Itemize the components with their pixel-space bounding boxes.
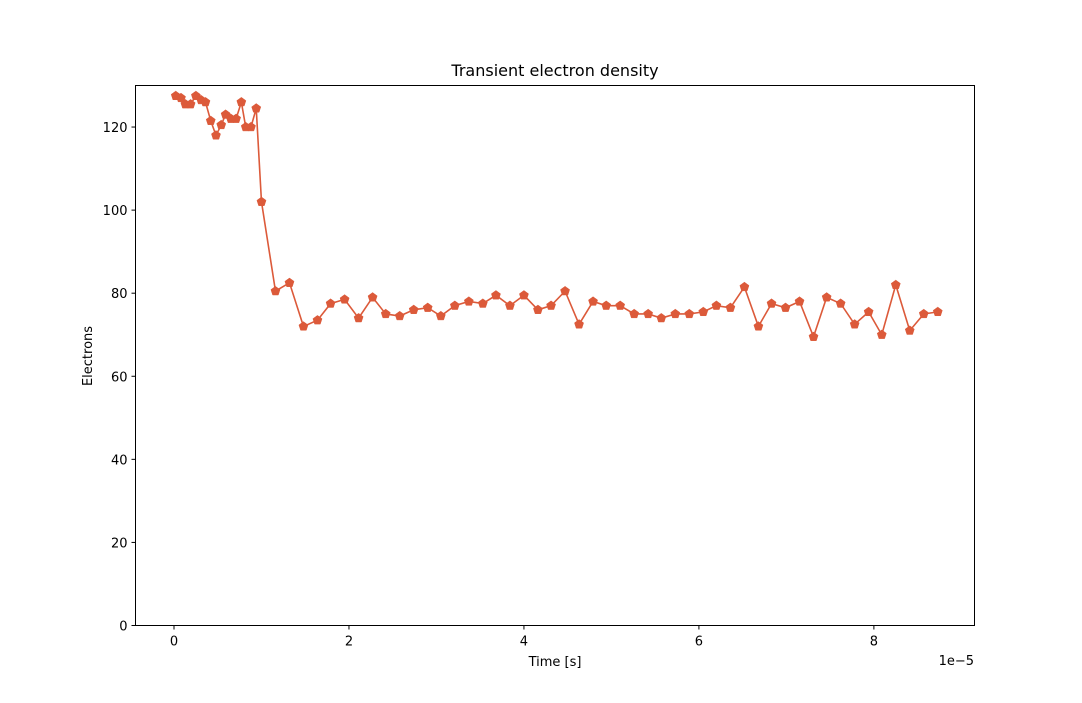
data-point <box>284 277 295 287</box>
data-point <box>449 300 460 310</box>
y-tick-label: 0 <box>119 620 127 635</box>
x-tick-label: 6 <box>695 635 703 650</box>
data-point <box>876 329 887 339</box>
data-point <box>698 306 709 317</box>
data-point <box>656 313 667 323</box>
y-tick-label: 20 <box>111 536 128 551</box>
data-point <box>491 290 501 300</box>
data-point <box>463 296 474 306</box>
x-axis-label: Time [s] <box>528 655 582 670</box>
x-tick-label: 2 <box>345 635 353 650</box>
data-point <box>711 300 722 310</box>
plot-area <box>170 90 943 341</box>
data-point <box>932 306 943 317</box>
data-point <box>904 325 915 335</box>
y-axis-label: Electrons <box>81 326 96 386</box>
data-point <box>629 308 640 319</box>
data-point <box>205 115 216 125</box>
data-point <box>505 300 515 310</box>
data-point <box>533 304 543 314</box>
data-point <box>918 308 929 319</box>
x-tick-label: 0 <box>170 635 178 650</box>
data-point <box>725 302 736 312</box>
x-offset-text: 1e−5 <box>939 654 974 669</box>
data-point <box>211 130 221 140</box>
data-point <box>367 292 378 302</box>
y-tick-label: 100 <box>103 204 128 219</box>
data-point <box>780 302 791 312</box>
data-point <box>200 97 211 107</box>
data-point <box>216 119 227 130</box>
data-point <box>256 196 267 206</box>
data-point <box>298 321 309 331</box>
data-point <box>643 308 654 319</box>
data-point <box>353 313 364 323</box>
data-point <box>339 294 350 304</box>
data-point <box>185 99 196 109</box>
axes-frame <box>135 85 975 626</box>
data-point <box>684 308 695 319</box>
data-point <box>546 300 556 310</box>
data-point <box>849 319 860 329</box>
y-tick-label: 80 <box>111 287 128 302</box>
data-point <box>176 92 186 103</box>
data-point <box>236 97 247 107</box>
data-point <box>794 296 805 306</box>
data-point <box>270 286 281 296</box>
data-point <box>312 315 323 325</box>
data-point <box>753 321 764 331</box>
data-point <box>408 304 419 314</box>
x-tick-label: 4 <box>520 635 528 650</box>
data-point <box>670 308 681 319</box>
data-point <box>325 298 336 308</box>
data-point <box>477 298 488 308</box>
data-point <box>394 310 405 321</box>
data-point <box>380 308 391 319</box>
data-point <box>615 300 626 310</box>
data-point <box>519 290 529 300</box>
data-point <box>588 296 598 306</box>
data-point <box>251 103 262 113</box>
y-tick-label: 60 <box>111 370 128 385</box>
data-point <box>435 310 446 321</box>
data-point <box>422 302 433 312</box>
x-axis: 0 2 4 6 8 <box>170 625 878 650</box>
data-point <box>560 286 570 296</box>
data-point <box>231 113 241 123</box>
data-point <box>808 331 819 341</box>
chart-title: Transient electron density <box>450 61 658 80</box>
data-point <box>739 281 750 292</box>
data-point <box>574 319 584 329</box>
y-tick-label: 40 <box>111 453 128 468</box>
y-tick-label: 120 <box>103 121 128 136</box>
data-point <box>246 121 256 132</box>
data-point <box>890 279 901 290</box>
x-tick-label: 8 <box>870 635 878 650</box>
data-point <box>766 298 777 308</box>
data-point <box>863 306 874 317</box>
data-point <box>601 300 612 310</box>
data-point <box>821 292 832 302</box>
y-axis: 0 20 40 60 80 100 120 <box>103 121 136 635</box>
data-point <box>835 298 846 308</box>
